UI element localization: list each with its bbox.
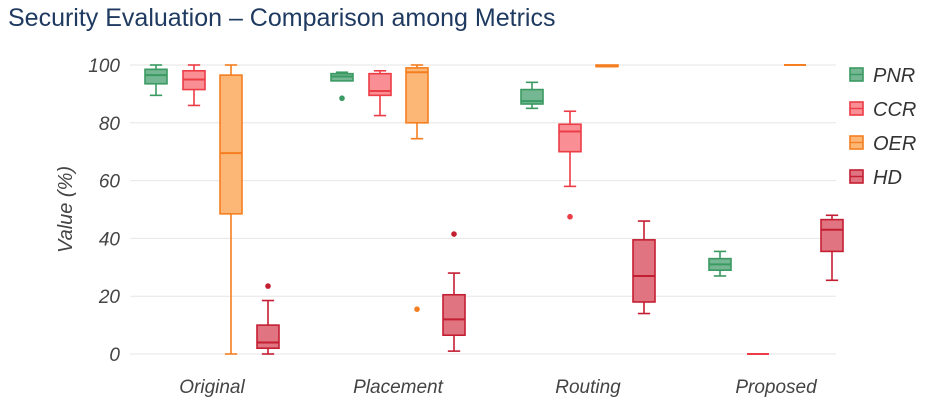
- y-tick-label: 80: [99, 114, 121, 135]
- y-tick-label: 60: [99, 172, 121, 193]
- box-pnr-original: [144, 64, 168, 97]
- axes: 0 20 40 60 80 100 Value (%) Original Placement Ro…: [55, 56, 818, 398]
- box-pnr-placement: [330, 71, 354, 102]
- box-hd-original: [256, 283, 280, 355]
- outlier-point: [451, 231, 457, 237]
- box-oer-routing: [595, 64, 619, 68]
- box-body: [632, 239, 656, 303]
- box-body: [256, 324, 280, 350]
- x-tick-label: Routing: [555, 377, 621, 398]
- legend-item-oer: OER: [849, 133, 916, 155]
- legend-item-ccr: CCR: [849, 99, 916, 121]
- legend-item-pnr: PNR: [849, 65, 915, 87]
- box-hd-placement: [442, 231, 466, 352]
- box-body: [405, 67, 429, 124]
- x-tick-label: Original: [179, 377, 245, 398]
- y-tick-label: 20: [98, 287, 121, 308]
- y-axis-title: Value (%): [55, 166, 77, 253]
- y-tick-label: 0: [109, 345, 120, 366]
- box-ccr-original: [182, 64, 206, 107]
- grid: [130, 64, 836, 355]
- box-oer-original: [219, 64, 243, 355]
- outlier-point: [567, 213, 573, 220]
- box-plots: [144, 64, 844, 355]
- box-body: [558, 123, 582, 153]
- legend-label: PNR: [873, 65, 915, 87]
- legend-label: CCR: [873, 99, 916, 121]
- box-body: [442, 293, 466, 337]
- box-oer-placement: [405, 64, 429, 313]
- box-ccr-placement: [368, 69, 392, 117]
- legend-item-hd: HD: [849, 167, 902, 189]
- box-ccr-routing: [558, 110, 582, 220]
- box-hd-proposed: [820, 214, 844, 282]
- x-tick-label: Placement: [353, 377, 443, 398]
- box-body: [144, 68, 168, 85]
- y-tick-label: 100: [88, 56, 120, 77]
- box-hd-routing: [632, 220, 656, 315]
- outlier-point: [414, 306, 420, 313]
- outlier-point: [339, 95, 345, 102]
- box-pnr-proposed: [708, 250, 732, 277]
- box-body: [820, 218, 844, 253]
- x-tick-label: Proposed: [735, 377, 818, 398]
- outlier-point: [265, 283, 271, 289]
- y-tick-label: 40: [99, 229, 121, 250]
- box-body: [219, 74, 243, 215]
- box-pnr-routing: [520, 81, 544, 110]
- legend: PNR CCR OER HD: [849, 65, 916, 189]
- box-body: [368, 72, 392, 97]
- legend-label: OER: [873, 133, 916, 155]
- chart-title: Security Evaluation – Comparison among M…: [8, 4, 556, 32]
- legend-label: HD: [873, 167, 902, 189]
